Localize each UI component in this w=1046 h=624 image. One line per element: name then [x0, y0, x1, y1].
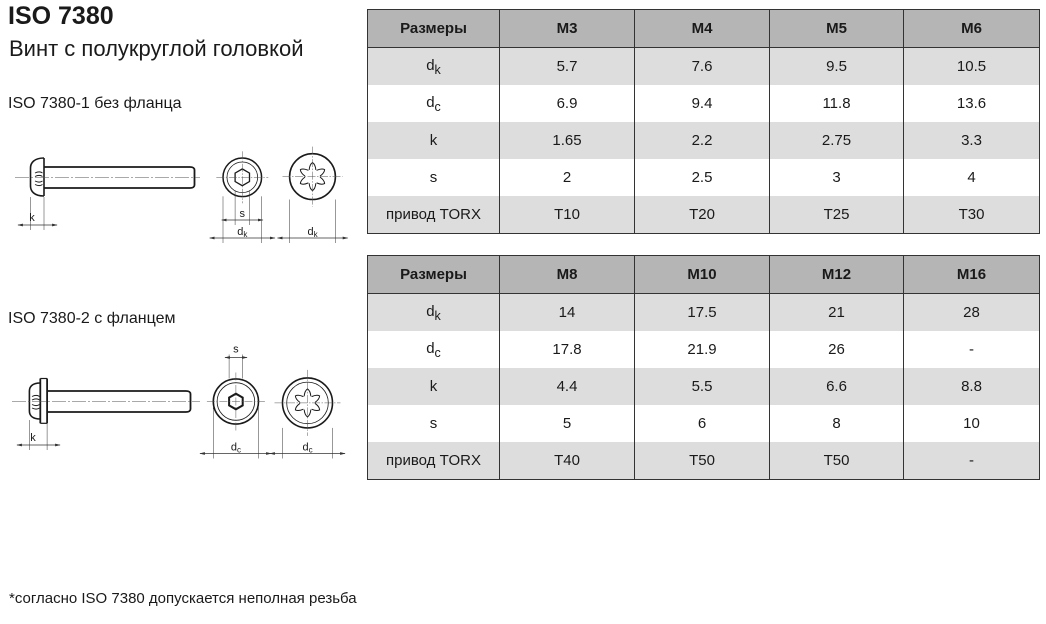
- svg-text:dk: dk: [237, 226, 248, 239]
- svg-text:k: k: [29, 212, 35, 224]
- svg-text:dc: dc: [302, 442, 312, 455]
- svg-text:dk: dk: [307, 226, 318, 239]
- svg-text:s: s: [240, 208, 246, 220]
- svg-text:dc: dc: [231, 442, 241, 455]
- svg-text:s: s: [233, 344, 239, 356]
- svg-text:k: k: [30, 432, 36, 444]
